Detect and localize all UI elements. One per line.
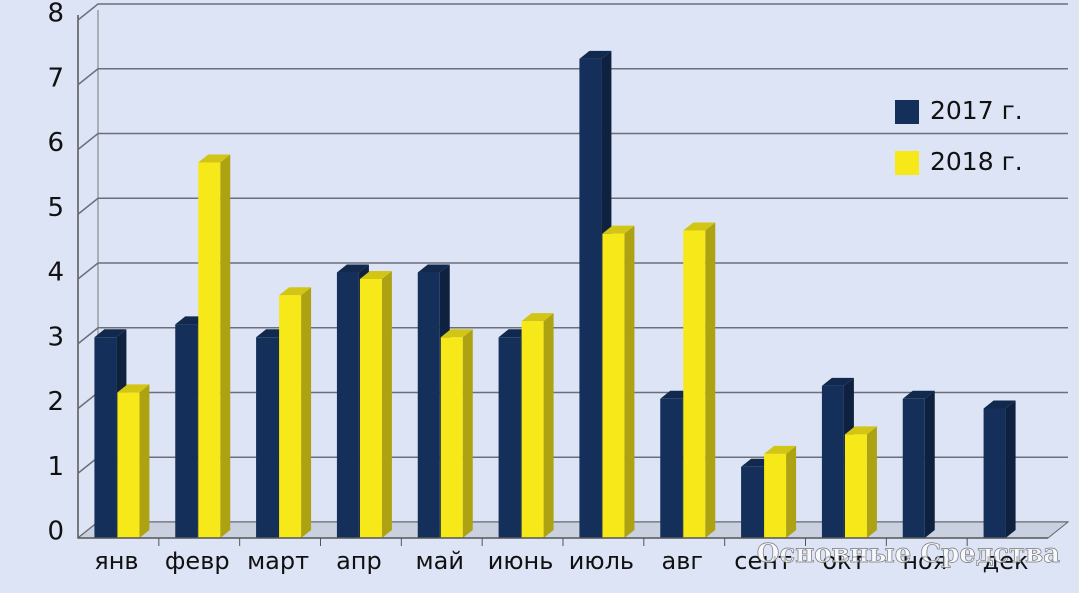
grid-line	[77, 68, 1068, 86]
y-tick-label: 3	[47, 322, 64, 352]
bar-top	[359, 271, 392, 279]
bar-top	[902, 390, 935, 399]
grid-line	[77, 262, 1068, 280]
bar-side	[381, 271, 392, 538]
bar	[741, 466, 764, 538]
bar-side	[924, 390, 935, 538]
bar-top	[336, 264, 369, 273]
bar	[117, 392, 140, 538]
bar-top	[821, 377, 854, 386]
bar-side	[462, 329, 473, 538]
bar-top	[844, 426, 877, 435]
bar	[683, 230, 706, 538]
x-tick-label: дек	[983, 547, 1029, 575]
bar-top	[579, 50, 612, 59]
bar-side	[786, 445, 797, 538]
legend-swatch	[895, 151, 919, 175]
bar-top	[279, 287, 312, 296]
legend-label: 2018 г.	[930, 147, 1023, 176]
x-tick-label: сент	[734, 547, 792, 575]
bar-top	[683, 222, 716, 231]
bar	[660, 398, 683, 538]
bar-side	[220, 154, 231, 538]
grid-line	[77, 3, 1068, 21]
bar-top	[117, 384, 150, 393]
x-tick-label: июль	[569, 547, 634, 575]
bar-side	[543, 313, 554, 538]
bar-top	[983, 400, 1016, 409]
y-tick-label: 4	[47, 258, 64, 288]
bar-side	[705, 222, 716, 538]
x-tick-label: июнь	[488, 547, 554, 575]
bar	[498, 337, 521, 538]
bar-top	[94, 329, 127, 338]
bar	[279, 295, 302, 538]
grid-line	[77, 132, 1068, 151]
bar	[602, 233, 625, 539]
bar-top	[440, 329, 473, 338]
bar	[198, 162, 221, 538]
bar	[175, 324, 198, 538]
bar-top	[521, 313, 554, 322]
bar	[521, 321, 544, 538]
x-tick-label: авг	[662, 547, 703, 575]
bar-side	[1005, 400, 1016, 538]
y-tick-label: 8	[47, 0, 64, 29]
y-tick-label: 2	[47, 387, 64, 417]
bar-top	[602, 225, 635, 234]
bar	[336, 272, 359, 538]
legend-swatch	[895, 100, 919, 124]
bar	[983, 408, 1006, 538]
bar-side	[139, 384, 150, 538]
x-tick-label: окт	[822, 547, 865, 575]
bar	[821, 385, 844, 538]
bar	[902, 398, 925, 538]
bar	[417, 272, 440, 538]
bar	[844, 434, 867, 538]
grid-line	[77, 197, 1068, 215]
watermark: Основные Средства	[757, 539, 1060, 569]
bar	[94, 337, 117, 538]
x-tick-label: март	[247, 547, 309, 575]
grid-line	[77, 327, 1068, 345]
bar-side	[866, 426, 877, 538]
bar-top	[764, 445, 797, 454]
y-tick-label: 0	[47, 517, 64, 547]
bar	[764, 453, 787, 538]
bar-top	[198, 154, 231, 163]
x-tick-label: янв	[94, 547, 138, 575]
x-tick-label: май	[416, 547, 464, 575]
bar	[579, 58, 602, 538]
y-tick-label: 1	[47, 452, 64, 482]
legend-label: 2017 г.	[930, 96, 1023, 125]
x-tick-label: февр	[165, 547, 230, 575]
x-tick-label: апр	[336, 547, 382, 575]
bar-side	[624, 225, 635, 539]
x-tick-label: ноя	[902, 547, 947, 575]
y-tick-label: 6	[47, 128, 64, 158]
bar-side	[301, 287, 312, 538]
y-tick-label: 5	[47, 193, 64, 223]
bar	[440, 337, 463, 538]
bar	[256, 337, 279, 538]
y-tick-label: 7	[47, 63, 64, 93]
bar	[359, 279, 382, 538]
bar-top	[417, 264, 450, 273]
